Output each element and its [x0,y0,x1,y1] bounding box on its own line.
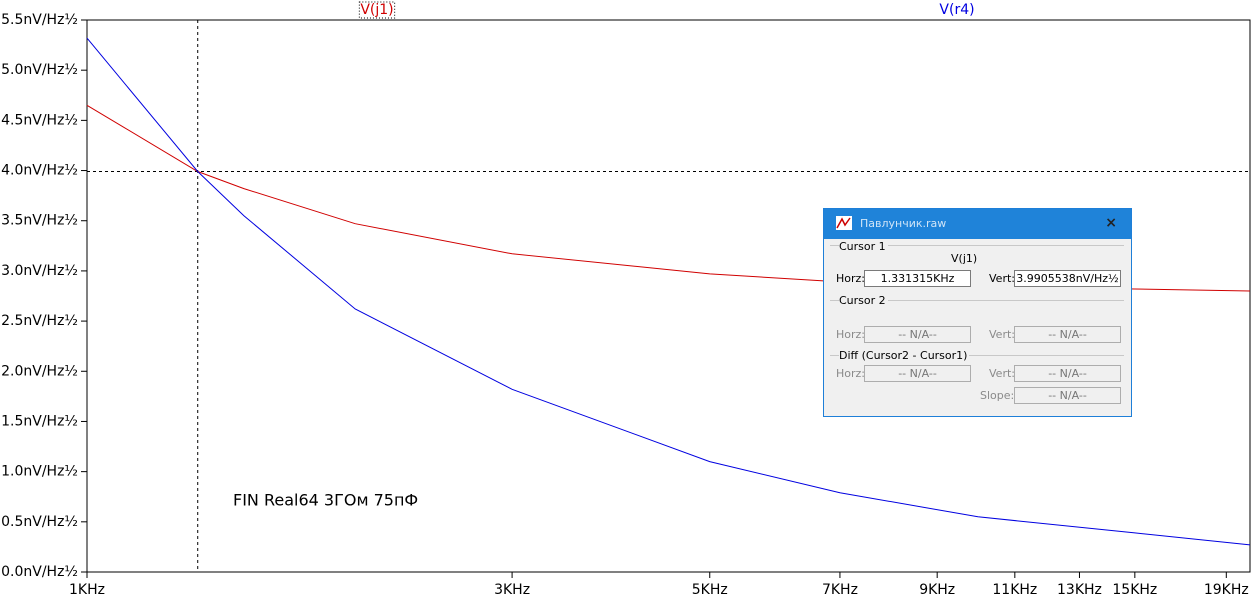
y-tick-label: 4.0nV/Hz½ [1,163,78,179]
y-tick-label: 3.0nV/Hz½ [1,263,78,279]
group-label: Cursor 2 [839,294,888,307]
y-tick-label: 0.5nV/Hz½ [1,514,78,530]
group-line [830,300,1124,301]
horz-field: -- N/A-- [864,365,971,382]
x-tick-label: 5KHz [692,582,728,598]
horz-field[interactable]: 1.331315KHz [864,270,971,287]
annotation: FIN Real64 3ГОм 75пФ [233,491,418,510]
field-label: Vert: [989,272,1015,285]
x-tick-label: 11KHz [992,582,1037,598]
horz-field: -- N/A-- [864,326,971,343]
y-tick-label: 3.5nV/Hz½ [1,213,78,229]
y-tick-label: 2.0nV/Hz½ [1,363,78,379]
group-line [830,355,1124,356]
x-tick-label: 7KHz [822,582,858,598]
x-tick-label: 19KHz [1204,582,1249,598]
x-tick-label: 1KHz [69,582,105,598]
title-bar: Павлунчик.raw × [824,209,1131,239]
cursor-dialog: Павлунчик.raw × Cursor 1 V(j1) Horz: 1.3… [823,208,1132,417]
group-line [830,245,1124,246]
vert-field: -- N/A-- [1014,326,1121,343]
y-tick-label: 1.5nV/Hz½ [1,413,78,429]
x-tick-label: 9KHz [919,582,955,598]
dialog-title: Павлунчик.raw [860,217,947,230]
plot-frame [86,19,1251,573]
field-label: Horz: [836,367,866,380]
group-label: Diff (Cursor2 - Cursor1) [839,349,970,362]
field-label: Vert: [989,328,1015,341]
trace-name: V(j1) [951,252,978,265]
slope-field: -- N/A-- [1014,387,1121,404]
field-label: Horz: [836,328,866,341]
series-line [86,37,1251,546]
x-tick-label: 15KHz [1112,582,1157,598]
y-tick-label: 5.5nV/Hz½ [1,12,78,28]
field-label: Vert: [989,367,1015,380]
y-tick-label: 5.0nV/Hz½ [1,62,78,78]
field-label: Horz: [836,272,866,285]
x-tick-label: 13KHz [1057,582,1102,598]
app-icon [836,216,852,230]
y-tick-label: 0.0nV/Hz½ [1,564,78,580]
y-tick-label: 2.5nV/Hz½ [1,313,78,329]
y-tick-label: 4.5nV/Hz½ [1,112,78,128]
vert-field[interactable]: 3.9905538nV/Hz½ [1014,270,1121,287]
legend-entry: V(r4) [939,2,974,18]
legend-entry: V(j1) [360,2,393,18]
group-label: Cursor 1 [839,240,888,253]
field-label: Slope: [980,389,1015,402]
close-button[interactable]: × [1105,215,1117,231]
vert-field: -- N/A-- [1014,365,1121,382]
y-tick-label: 1.0nV/Hz½ [1,464,78,480]
x-tick-label: 3KHz [494,582,530,598]
